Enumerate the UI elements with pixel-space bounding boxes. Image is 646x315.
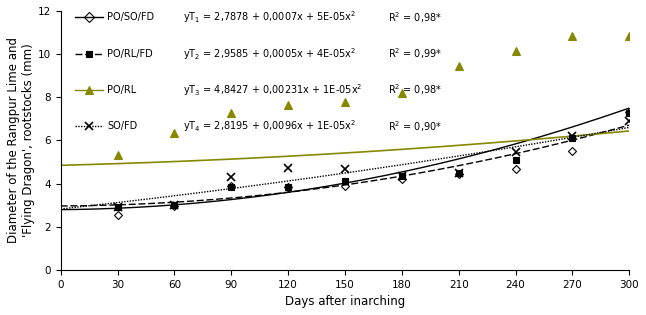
Text: PO/RL/FD: PO/RL/FD [107,49,153,59]
Text: R$^{2}$ = 0,99*: R$^{2}$ = 0,99* [388,46,442,61]
Text: PO/SO/FD: PO/SO/FD [107,12,154,22]
Text: yT$_{4}$ = 2,8195 + 0,0096x + 1E-05x$^{2}$: yT$_{4}$ = 2,8195 + 0,0096x + 1E-05x$^{2… [183,118,356,134]
Text: yT$_{1}$ = 2,7878 + 0,0007x + 5E-05x$^{2}$: yT$_{1}$ = 2,7878 + 0,0007x + 5E-05x$^{2… [183,9,356,25]
Y-axis label: Diameter of the Rangpur Lime and
'Flying Dragon', rootstocks (mm): Diameter of the Rangpur Lime and 'Flying… [7,37,35,243]
Text: PO/RL: PO/RL [107,85,136,95]
X-axis label: Days after inarching: Days after inarching [285,295,405,308]
Text: SO/FD: SO/FD [107,121,138,131]
Text: R$^{2}$ = 0,98*: R$^{2}$ = 0,98* [388,10,442,25]
Text: R$^{2}$ = 0,98*: R$^{2}$ = 0,98* [388,83,442,97]
Text: yT$_{3}$ = 4,8427 + 0,00231x + 1E-05x$^{2}$: yT$_{3}$ = 4,8427 + 0,00231x + 1E-05x$^{… [183,82,362,98]
Text: yT$_{2}$ = 2,9585 + 0,0005x + 4E-05x$^{2}$: yT$_{2}$ = 2,9585 + 0,0005x + 4E-05x$^{2… [183,46,356,61]
Text: R$^{2}$ = 0,90*: R$^{2}$ = 0,90* [388,119,442,134]
